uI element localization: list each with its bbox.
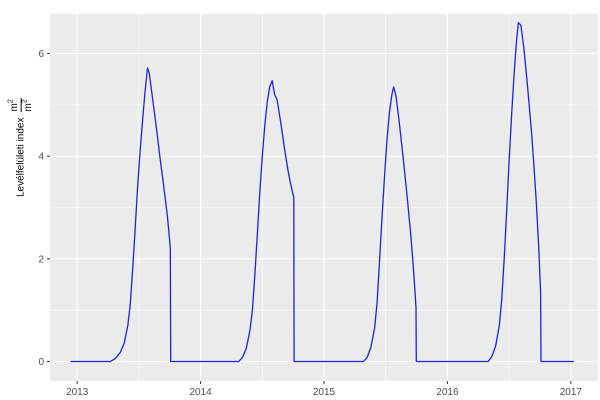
y-tick-label: 4: [38, 152, 44, 163]
x-tick-label: 2017: [560, 387, 583, 398]
y-axis-title-text: Levélfelületi index: [15, 117, 27, 198]
y-tick-label: 6: [38, 49, 44, 60]
y-tick-label: 0: [38, 357, 44, 368]
x-tick-label: 2016: [436, 387, 459, 398]
x-tick-label: 2015: [313, 387, 336, 398]
fraction-numerator: m2: [7, 99, 20, 112]
y-tick-label: 2: [38, 254, 44, 265]
fraction-denominator: m2: [20, 98, 35, 113]
x-tick-label: 2013: [66, 387, 89, 398]
lai-line: [70, 22, 574, 363]
y-axis-unit-fraction: m2 m2: [7, 98, 35, 113]
x-tick-label: 2014: [189, 387, 212, 398]
